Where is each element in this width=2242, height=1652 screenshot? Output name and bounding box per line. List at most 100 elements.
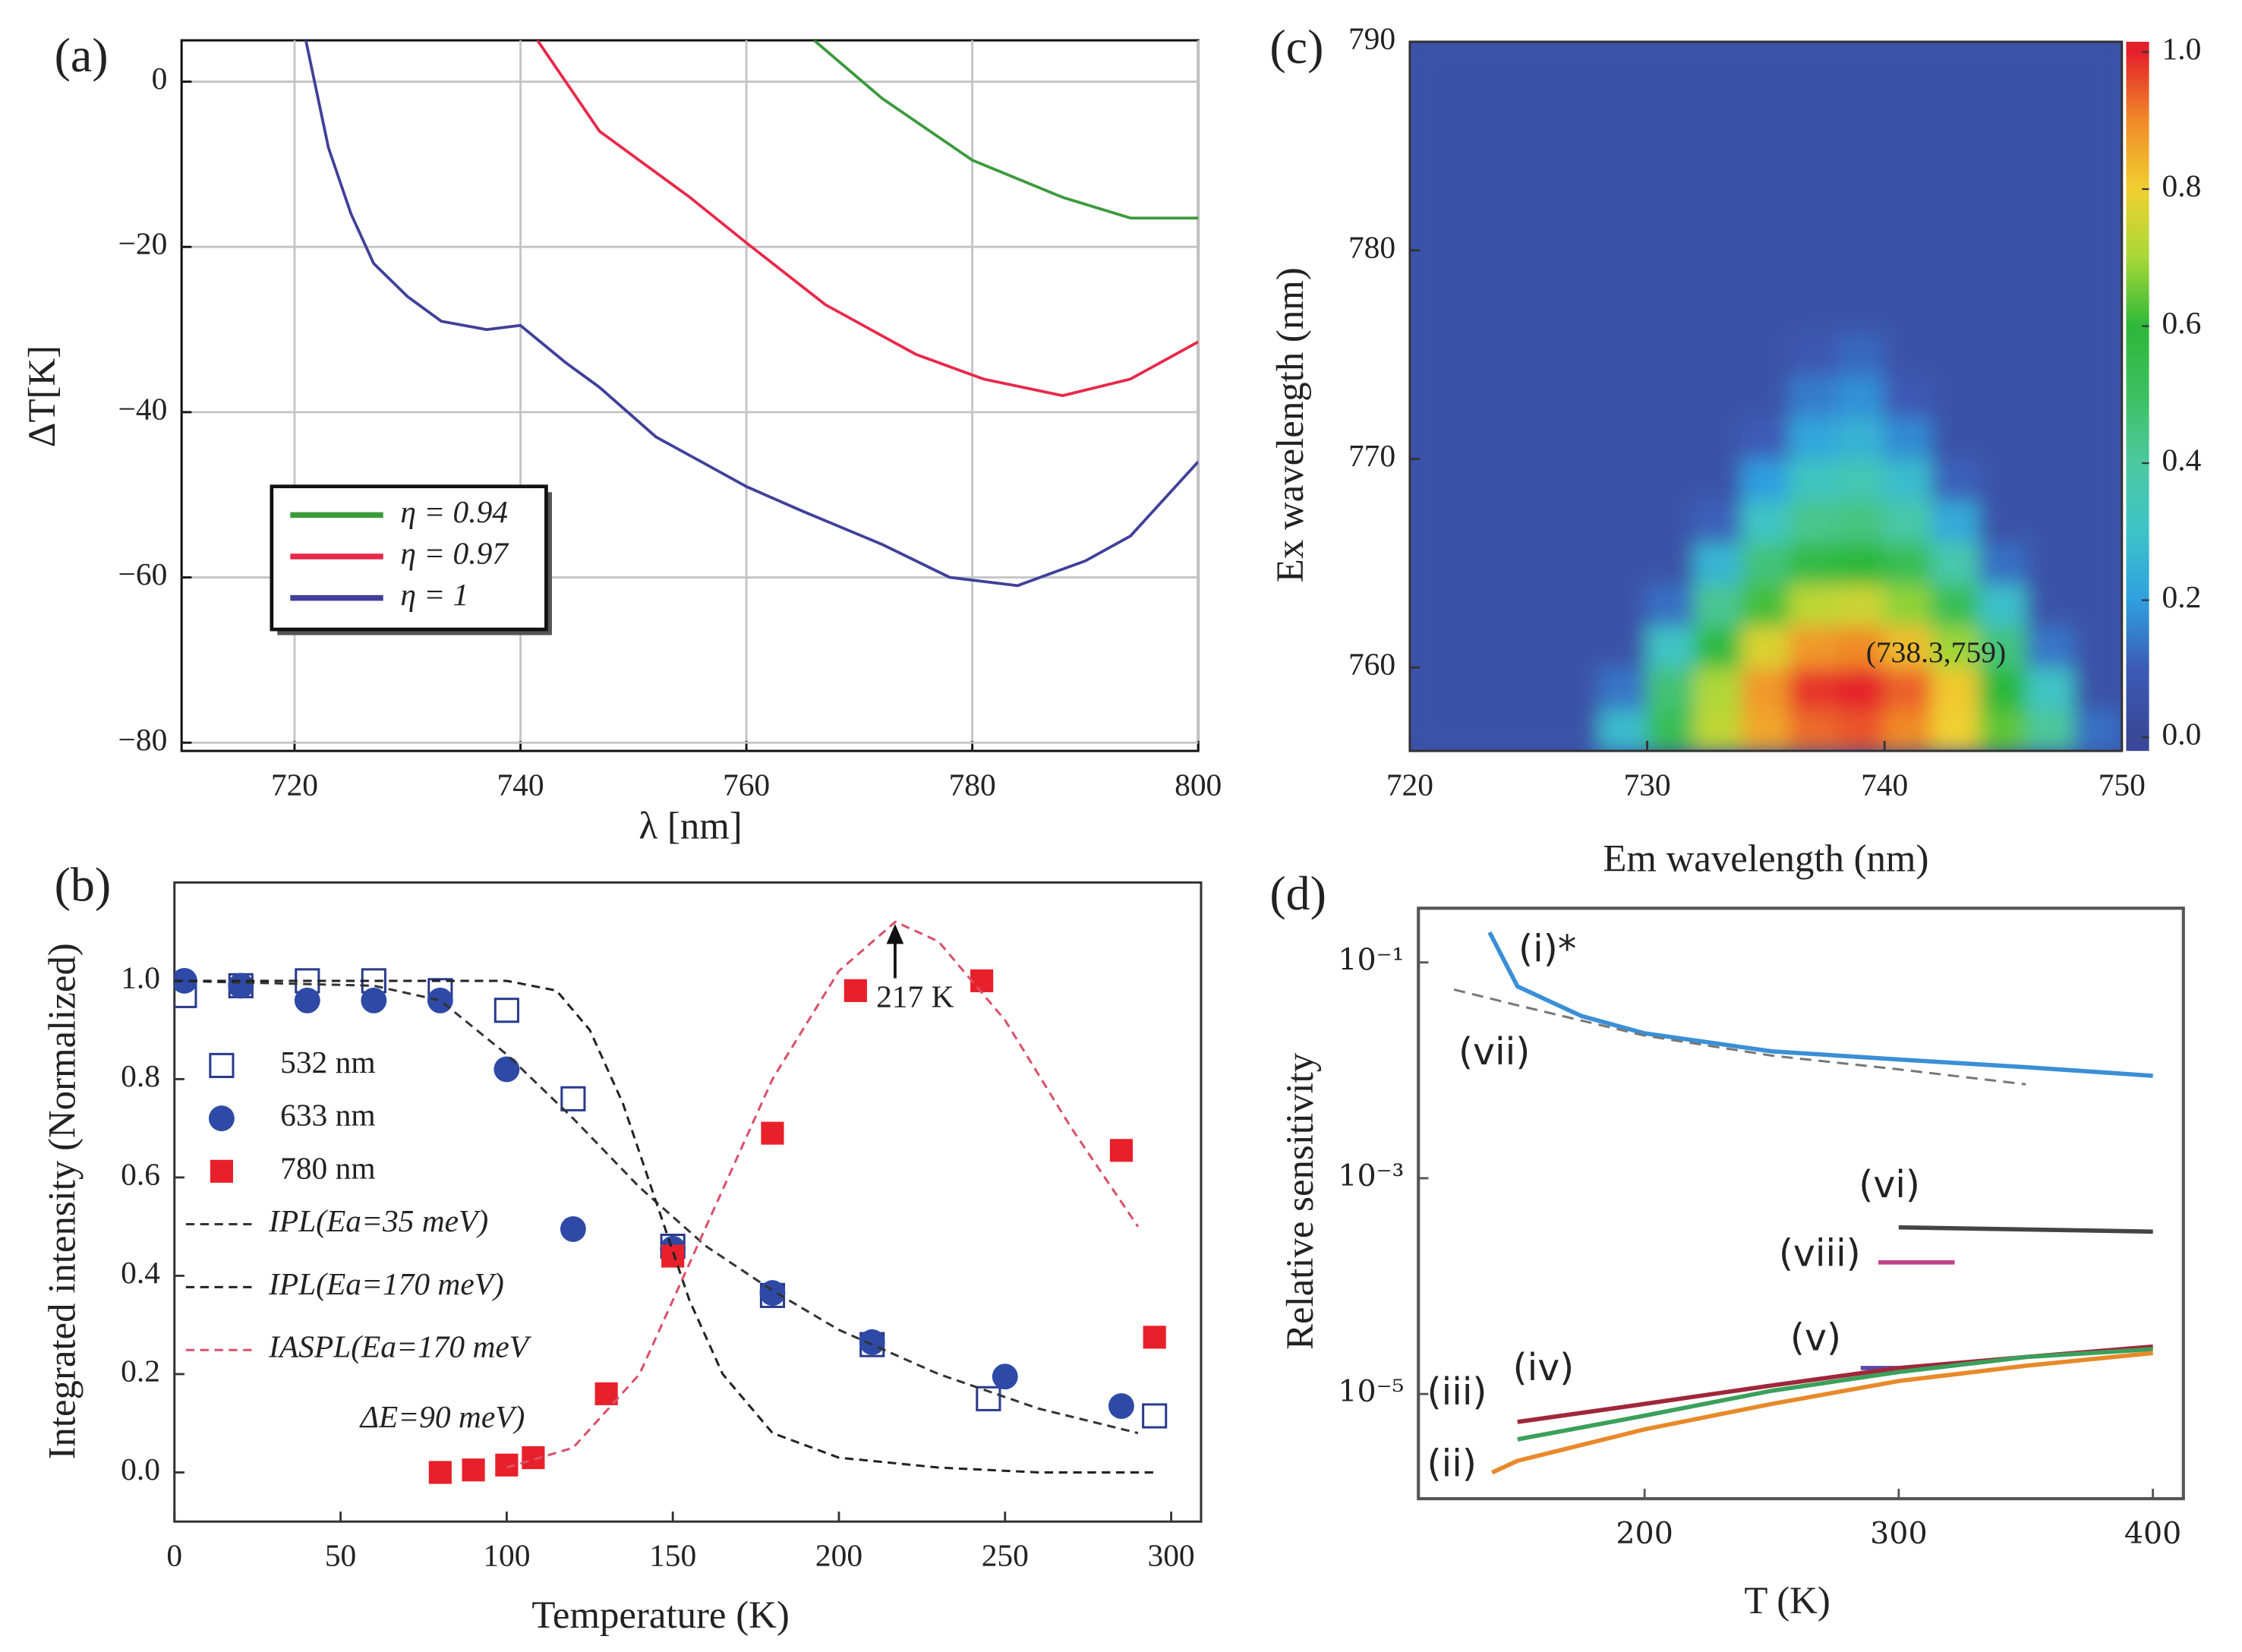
data-line <box>506 920 1140 1469</box>
plot-layer <box>304 40 1199 588</box>
heatmap-cell <box>1599 42 1648 84</box>
heatmap-cell <box>1884 83 1933 126</box>
heatmap-cell <box>2026 458 2076 502</box>
heatmap-cell <box>1836 708 1886 752</box>
heatmap-cell <box>1409 166 1458 210</box>
heatmap-cell <box>1884 166 1933 210</box>
heatmap-cell <box>2073 124 2122 168</box>
heatmap-cell <box>1931 625 1981 669</box>
x-tick-label: 0 <box>166 1538 182 1573</box>
x-tick-label: 800 <box>1175 768 1222 802</box>
heatmap-cell <box>1551 333 1600 377</box>
heatmap-cell <box>1836 166 1886 210</box>
heatmap-cell <box>1694 291 1743 335</box>
heatmap-cell <box>1551 625 1600 669</box>
heatmap-cell <box>1456 625 1506 669</box>
heatmap-cell <box>1646 458 1696 502</box>
heatmap-cell <box>2073 500 2122 544</box>
heatmap-cell <box>1836 374 1886 418</box>
heatmap-cell <box>1979 583 2028 627</box>
heatmap-cell <box>1409 583 1458 627</box>
heatmap-cell <box>1456 249 1506 293</box>
heatmap-cell <box>1599 166 1648 210</box>
heatmap-cell <box>1836 291 1886 335</box>
heatmap-cell <box>1504 333 1553 377</box>
heatmap-cell <box>1741 458 1791 502</box>
heatmap-cell <box>2026 708 2076 752</box>
heatmap-cell <box>1979 249 2028 293</box>
line-label: (vi) <box>1859 1163 1920 1206</box>
heatmap-cell <box>1741 333 1791 377</box>
heatmap-cell <box>1646 124 1696 168</box>
heatmap-cell <box>1836 500 1886 544</box>
legend-label: 633 nm <box>280 1098 375 1133</box>
heatmap-cell <box>1599 249 1648 293</box>
x-axis-title: Em wavelength (nm) <box>1603 837 1928 880</box>
heatmap-cell <box>1979 541 2028 585</box>
heatmap-cell <box>1646 541 1696 585</box>
y-tick-label: −20 <box>118 226 168 261</box>
data-line <box>1898 1225 2153 1234</box>
heatmap-cell <box>1456 458 1506 502</box>
x-tick-label: 200 <box>1616 1516 1673 1551</box>
heatmap-cell <box>1409 207 1458 251</box>
heatmap-cell <box>1599 500 1648 544</box>
heatmap-cell <box>1931 541 1981 585</box>
heatmap-cell <box>1504 667 1553 711</box>
heatmap-cell <box>1456 374 1506 418</box>
heatmap-cell <box>2026 166 2076 210</box>
heatmap-cell <box>1789 541 1838 585</box>
heatmap-cell <box>1931 124 1981 168</box>
heatmap-cell <box>1551 500 1600 544</box>
y-tick-label: 10⁻⁵ <box>1338 1374 1404 1409</box>
heatmap-cell <box>1979 166 2028 210</box>
heatmap-cell <box>1599 541 1648 585</box>
heatmap-cell <box>1409 249 1458 293</box>
heatmap-cell <box>2073 291 2122 335</box>
y-tick-label: −40 <box>118 391 168 426</box>
heatmap-cell <box>1836 333 1886 377</box>
heatmap-cell <box>1456 708 1506 752</box>
heatmap-cell <box>1646 42 1696 84</box>
y-axis-title: Ex wavelength (nm) <box>1269 267 1311 582</box>
x-tick-label: 50 <box>325 1538 356 1573</box>
marker-circle <box>427 987 453 1014</box>
marker-square <box>970 969 994 992</box>
heatmap-cell <box>1836 625 1886 669</box>
heatmap-cell <box>1599 124 1648 168</box>
heatmap-cell <box>1694 333 1743 377</box>
heatmap-cell <box>1789 625 1838 669</box>
heatmap-cell <box>1836 83 1886 126</box>
heatmap-cell <box>1884 458 1933 502</box>
marker-square <box>844 979 867 1002</box>
heatmap-cell <box>1931 583 1981 627</box>
panel-label: (a) <box>55 28 109 82</box>
heatmap-cell <box>2026 583 2076 627</box>
heatmap-cell <box>1741 708 1791 752</box>
heatmap-cell <box>1741 166 1791 210</box>
data-line <box>174 979 1155 1474</box>
heatmap-cell <box>1456 207 1506 251</box>
y-tick-label: −60 <box>118 556 168 591</box>
legend-label: 780 nm <box>280 1150 375 1185</box>
heatmap-cell <box>1504 625 1553 669</box>
heatmap-cell <box>1931 333 1981 377</box>
heatmap-cell <box>1979 667 2028 711</box>
y-tick-label: 770 <box>1348 438 1395 473</box>
heatmap-cell <box>1551 458 1600 502</box>
heatmap-cell <box>1409 625 1458 669</box>
heatmap-cell <box>1551 708 1600 752</box>
heatmap-cell <box>1456 333 1506 377</box>
heatmap-cell <box>1694 42 1743 84</box>
heatmap-cell <box>1504 541 1553 585</box>
legend-label: IPL(Ea=35 meV) <box>268 1203 488 1239</box>
heatmap-cell <box>1741 500 1791 544</box>
heatmap-cell <box>1551 166 1600 210</box>
heatmap-cell <box>1836 667 1886 711</box>
heatmap-cell <box>1551 207 1600 251</box>
heatmap-cell <box>2073 416 2122 460</box>
heatmap-cell <box>1789 458 1838 502</box>
heatmap-cell <box>1789 124 1838 168</box>
heatmap-cell <box>1504 42 1553 84</box>
heatmap-cell <box>1599 207 1648 251</box>
